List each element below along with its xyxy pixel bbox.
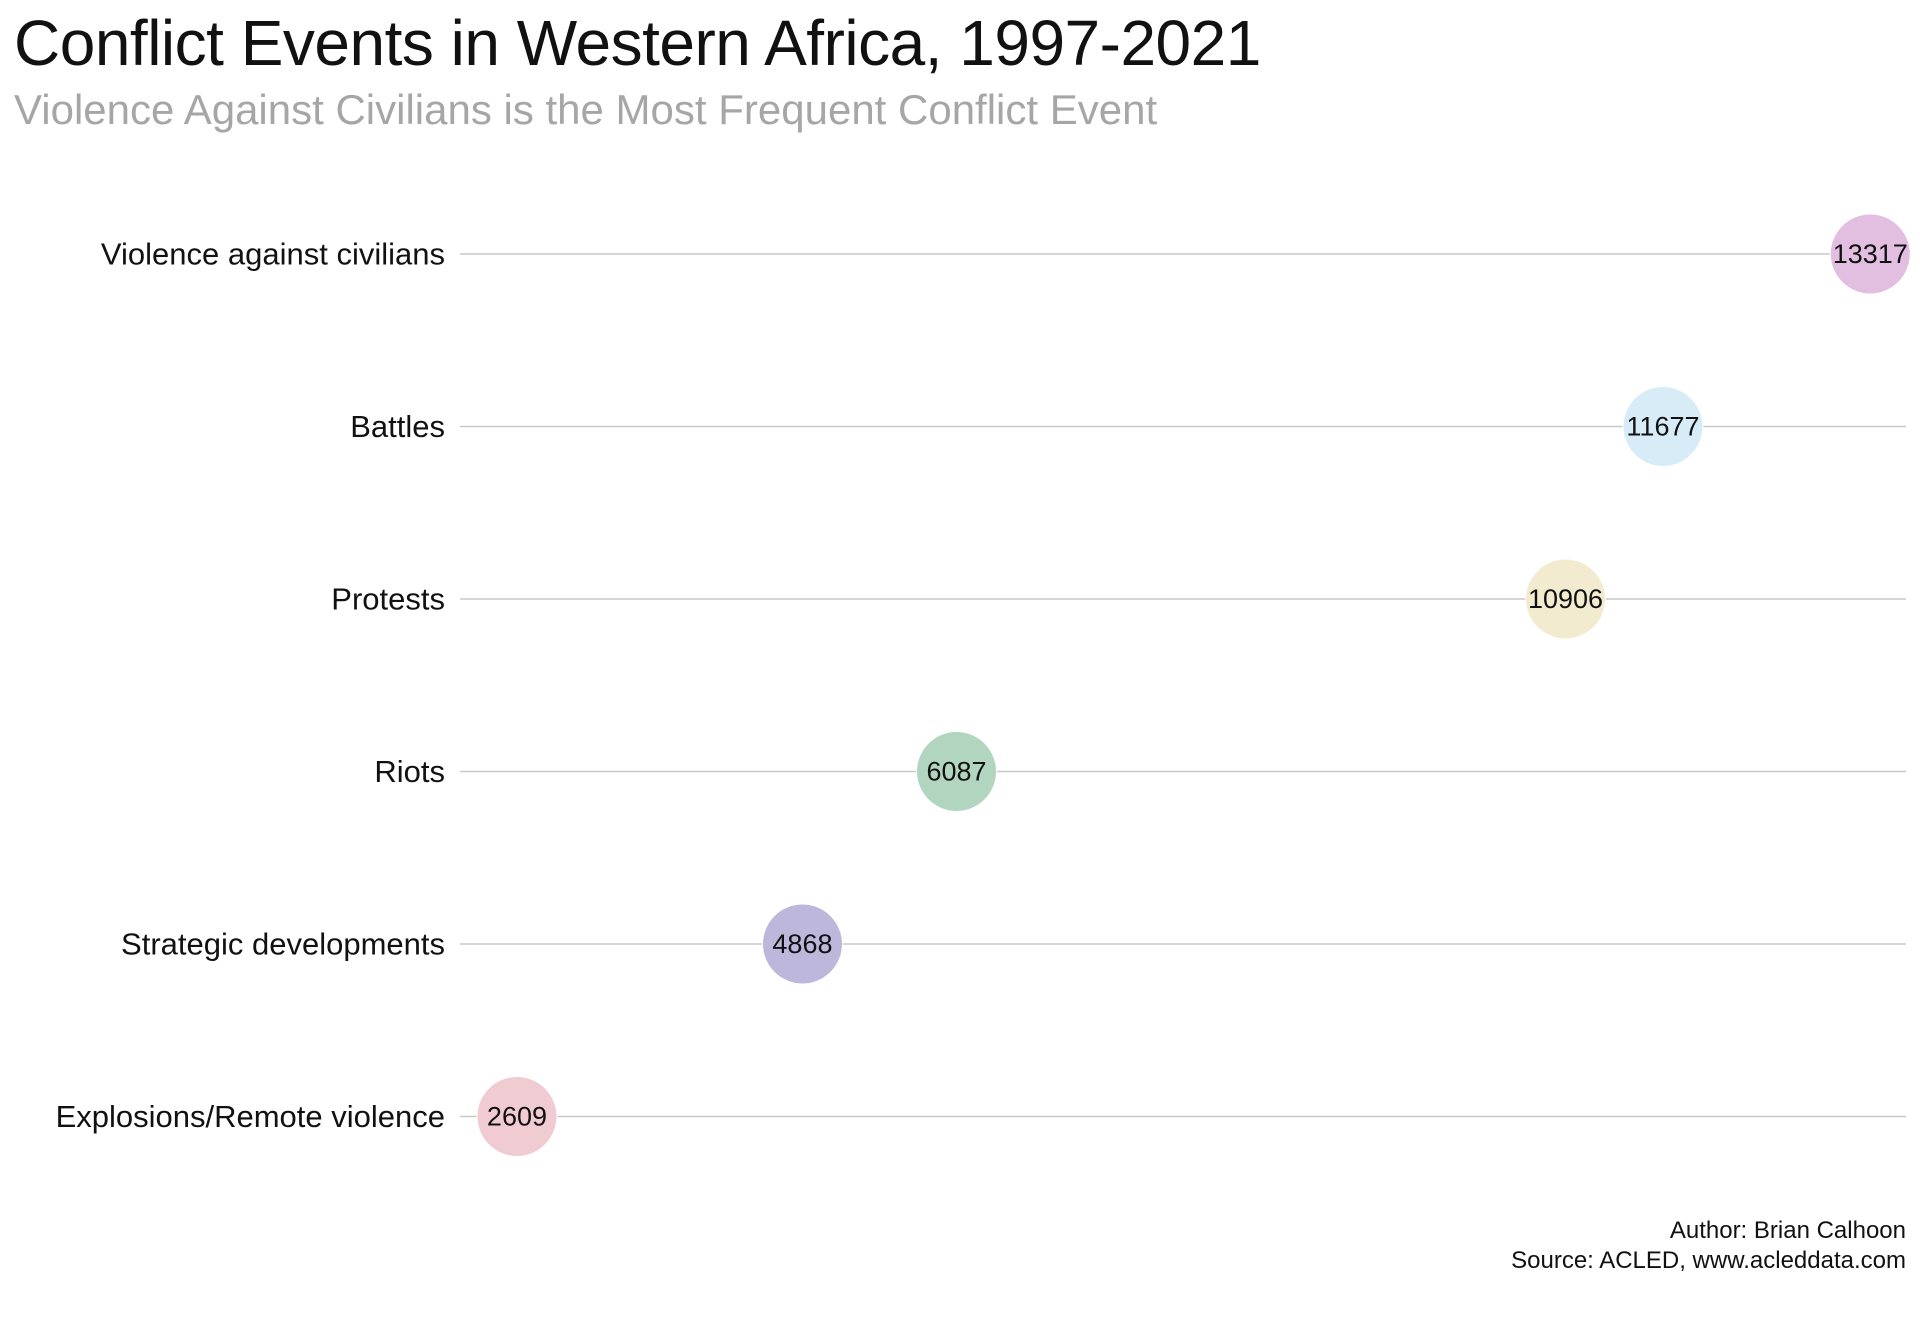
author-credit: Author: Brian Calhoon <box>1669 1217 1906 1244</box>
value-label-explosions-remote-violence: 2609 <box>487 1102 547 1132</box>
value-label-protests: 10906 <box>1528 584 1603 614</box>
dot-riots <box>916 731 998 812</box>
dot-battles <box>1622 386 1704 467</box>
value-label-violence-against-civilians: 13317 <box>1833 239 1908 269</box>
category-label-protests: Protests <box>331 582 445 617</box>
chart-caption: Author: Brian Calhoon Source: ACLED, www… <box>1511 1216 1906 1276</box>
dot-strategic-developments <box>761 903 843 985</box>
chart-subtitle: Violence Against Civilians is the Most F… <box>14 86 1158 133</box>
chart-title: Conflict Events in Western Africa, 1997-… <box>14 7 1261 79</box>
value-label-battles: 11677 <box>1626 412 1699 442</box>
category-label-violence-against-civilians: Violence against civilians <box>101 237 445 272</box>
dot-violence-against-civilians <box>1829 213 1911 295</box>
value-label-riots: 6087 <box>926 757 986 787</box>
category-label-strategic-developments: Strategic developments <box>121 927 445 962</box>
category-label-riots: Riots <box>374 754 445 789</box>
category-label-explosions-remote-violence: Explosions/Remote violence <box>56 1099 445 1134</box>
value-label-strategic-developments: 4868 <box>772 929 832 959</box>
dot-explosions-remote-violence <box>476 1076 558 1157</box>
source-credit: Source: ACLED, www.acleddata.com <box>1511 1247 1906 1274</box>
category-label-battles: Battles <box>350 409 445 444</box>
dot-protests <box>1525 558 1607 640</box>
